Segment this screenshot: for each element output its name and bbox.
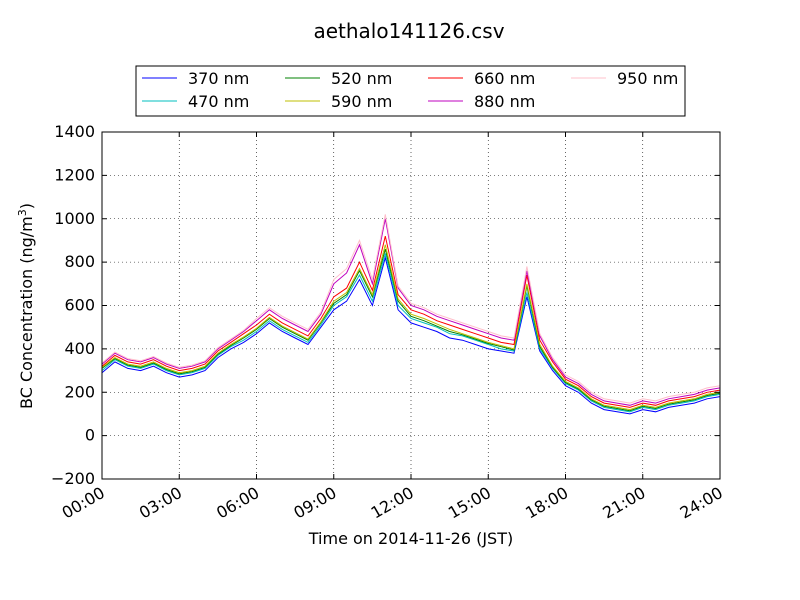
- x-tick-label-8: 24:00: [677, 483, 726, 523]
- y-tick-label-3: 400: [64, 339, 95, 358]
- legend-label-520-nm: 520 nm: [331, 69, 392, 88]
- legend-label-950-nm: 950 nm: [617, 69, 678, 88]
- x-tick-label-4: 12:00: [368, 483, 417, 523]
- legend-box: [135, 65, 686, 117]
- y-tick-label-0: −200: [51, 469, 95, 488]
- series-line-470-nm: [101, 253, 721, 413]
- y-tick-label-2: 200: [64, 382, 95, 401]
- y-tick-label-6: 1000: [54, 209, 95, 228]
- y-axis-label-close: ): [17, 203, 36, 209]
- y-tick-label-1: 0: [85, 426, 95, 445]
- series-line-520-nm: [101, 248, 721, 412]
- legend-label-590-nm: 590 nm: [331, 92, 392, 111]
- series-line-950-nm: [101, 214, 721, 404]
- series-line-370-nm: [101, 255, 721, 415]
- x-axis-label: Time on 2014-11-26 (JST): [308, 529, 513, 548]
- legend-label-470-nm: 470 nm: [188, 92, 249, 111]
- legend-label-370-nm: 370 nm: [188, 69, 249, 88]
- y-tick-label-4: 600: [64, 296, 95, 315]
- series-line-880-nm: [101, 218, 721, 406]
- x-axis-ticks: 00:00 03:00 06:00 09:00 12:00 15:00 18:00 21:00…: [59, 132, 726, 523]
- y-axis-label: BC Concentration (ng/m3): [16, 203, 36, 409]
- legend: 370 nm 470 nm 520 nm 590 nm 660 nm 880 nm 950 …: [135, 65, 686, 117]
- y-tick-label-7: 1200: [54, 165, 95, 184]
- y-axis-label-superscript: 3: [16, 209, 29, 216]
- y-tick-label-5: 800: [64, 252, 95, 271]
- series-line-590-nm: [101, 244, 721, 411]
- x-tick-label-6: 18:00: [522, 483, 571, 523]
- x-tick-label-0: 00:00: [59, 483, 108, 523]
- plot-series-group: [101, 214, 721, 415]
- x-tick-label-5: 15:00: [445, 483, 494, 523]
- series-line-660-nm: [101, 235, 721, 408]
- x-tick-label-7: 21:00: [599, 483, 648, 523]
- x-tick-label-3: 09:00: [290, 483, 339, 523]
- y-tick-label-8: 1400: [54, 122, 95, 141]
- x-tick-label-2: 06:00: [213, 483, 262, 523]
- y-axis-ticks: −200 0 200 400 600 800 1000 1200 1400: [51, 122, 720, 488]
- y-axis-label-main: BC Concentration (ng/m: [17, 216, 36, 409]
- legend-label-880-nm: 880 nm: [474, 92, 535, 111]
- chart-title: aethalo141126.csv: [313, 19, 504, 43]
- legend-label-660-nm: 660 nm: [474, 69, 535, 88]
- x-tick-label-1: 03:00: [136, 483, 185, 523]
